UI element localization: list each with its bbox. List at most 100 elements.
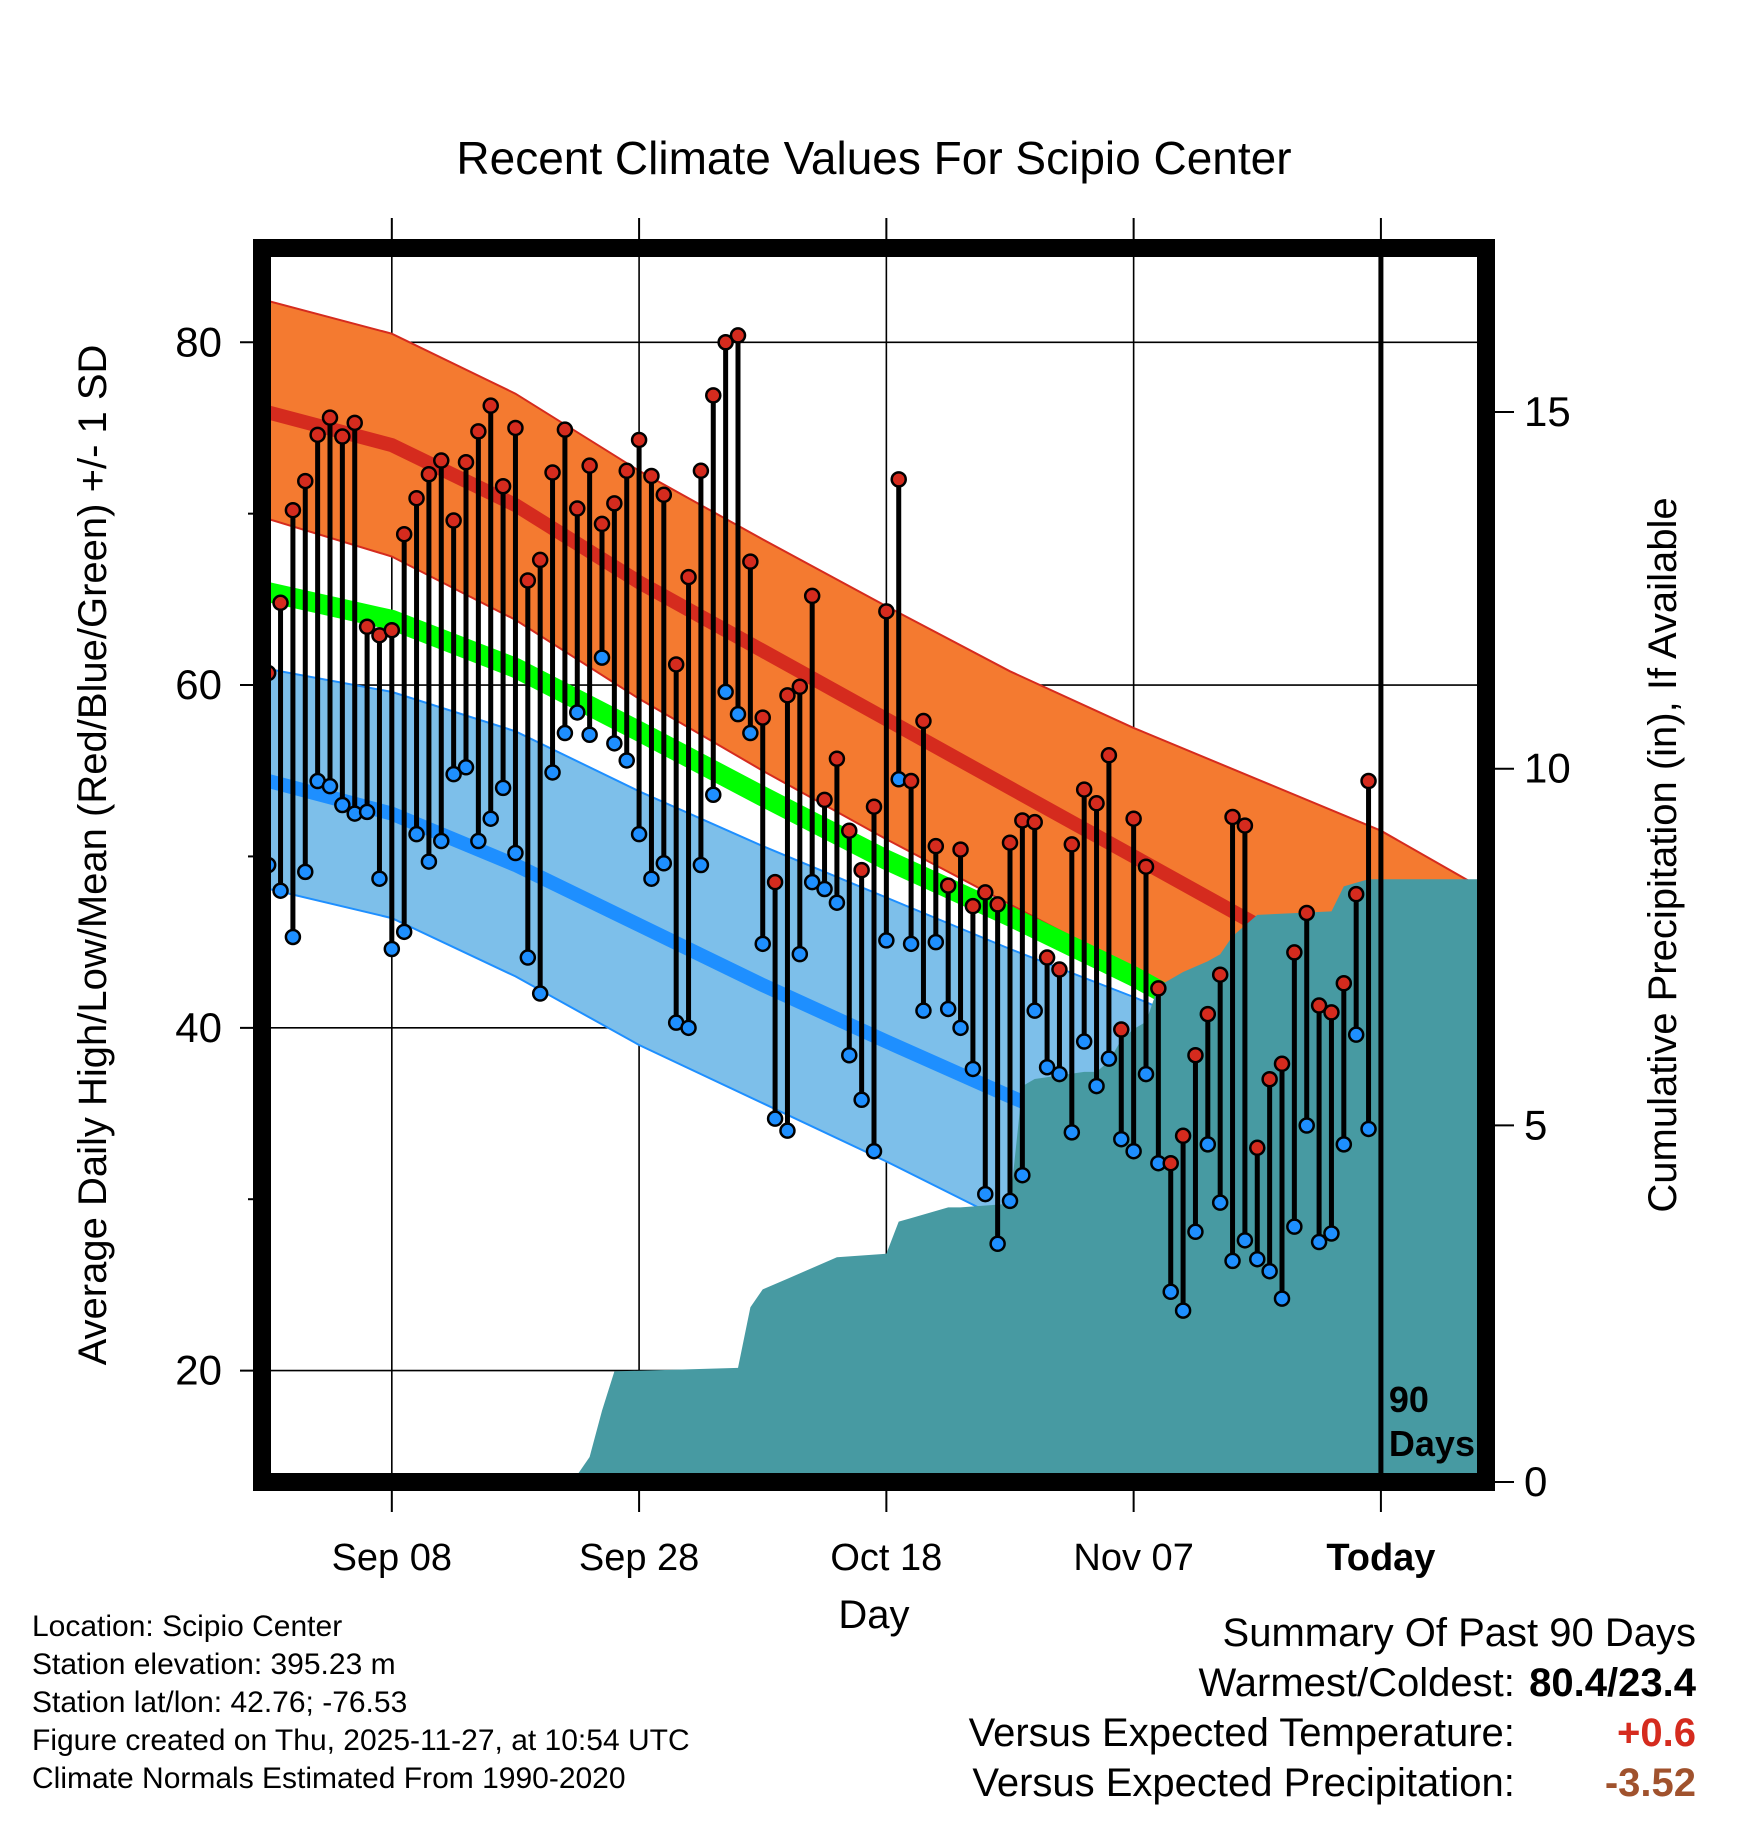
daily-high-dot [1261,1070,1278,1088]
daily-high-dot [1298,904,1315,922]
daily-high-dot [284,501,302,519]
daily-low-dot [569,704,586,721]
daily-low-dot [395,923,413,941]
daily-high-dot [569,500,586,517]
daily-low-dot [556,724,574,742]
daily-high-dot [1236,817,1254,834]
daily-low-dot [1261,1262,1278,1280]
temp-row: Versus Expected Temperature: +0.6 [969,1708,1696,1758]
daily-high-dot [606,495,623,512]
daily-high-dot [692,462,710,480]
daily-high-dot [1347,885,1365,903]
daily-high-dot [1323,1004,1340,1021]
y2-tick-label: 5 [1524,1101,1547,1148]
y-axis-label: Average Daily High/Low/Mean (Red/Blue/Gr… [71,345,115,1366]
daily-low-dot [692,856,710,874]
daily-high-dot [420,465,438,483]
daily-low-dot [729,705,747,723]
daily-high-dot [272,594,289,612]
daily-high-dot [457,453,475,471]
daily-low-dot [655,855,673,872]
x-tick-label: Sep 28 [579,1537,699,1579]
daily-low-dot [754,935,771,953]
daily-low-dot [1026,1002,1043,1019]
daily-low-dot [1236,1232,1254,1249]
daily-high-dot [1310,997,1328,1014]
daily-low-dot [1075,1033,1093,1050]
daily-low-dot [989,1235,1006,1253]
y-tick-label: 80 [175,318,222,365]
daily-low-dot [791,945,809,963]
summary-title: Summary Of Past 90 Days [1222,1611,1696,1655]
daily-low-dot [383,940,401,958]
daily-high-dot [977,884,994,901]
daily-low-dot [272,882,289,899]
daily-low-dot [1038,1058,1056,1076]
warmest-label: Warmest/Coldest: [1198,1661,1515,1705]
daily-low-dot [1137,1065,1155,1083]
daily-low-dot [1199,1136,1217,1153]
daily-high-dot [1273,1055,1291,1073]
daily-low-dot [321,777,339,795]
daily-low-dot [841,1046,858,1064]
daily-low-dot [457,759,475,776]
daily-low-dot [1323,1225,1340,1242]
daily-high-dot [433,452,450,469]
daily-low-dot [1063,1124,1081,1141]
daily-low-dot [581,726,598,743]
daily-low-dot [1347,1026,1365,1043]
daily-high-dot [309,426,326,444]
daily-low-dot [445,765,462,783]
daily-low-dot [1113,1130,1130,1148]
y-axis: 80 60 40 20 [175,318,262,1394]
daily-low-dot [531,985,549,1002]
daily-high-dot [939,877,957,894]
y-tick-label: 20 [175,1347,222,1394]
elevation-text: Station elevation: 395.23 m [32,1648,396,1681]
daily-high-dot [630,431,648,449]
daily-high-dot [915,712,932,730]
daily-low-dot [420,853,438,870]
daily-low-dot [939,1000,957,1018]
daily-high-dot [1038,949,1056,966]
y2-tick-label: 0 [1524,1458,1547,1505]
daily-low-dot [371,870,388,887]
daily-high-dot [667,656,685,673]
daily-low-dot [680,1019,697,1037]
daily-low-dot [977,1185,994,1203]
daily-high-dot [494,477,512,495]
location-text: Location: Scipio Center [32,1610,343,1643]
daily-low-dot [1298,1117,1315,1134]
daily-low-dot [1273,1290,1291,1307]
daily-high-dot [816,791,833,809]
daily-high-dot [717,334,734,351]
x-axis: Sep 08 Sep 28 Oct 18 Nov 07 Today [332,218,1435,1579]
daily-high-dot [754,709,771,726]
daily-high-dot [531,551,549,569]
daily-high-dot [803,587,821,605]
temp-label: Versus Expected Temperature: [968,1711,1515,1755]
summary-panel: Summary Of Past 90 Days Warmest/Coldest:… [969,1608,1696,1808]
y2-axis-label: Cumulative Precipitation (in), If Availa… [1641,497,1685,1212]
created-text: Figure created on Thu, 2025-11-27, at 10… [32,1724,690,1757]
daily-high-dot [1150,980,1167,997]
daily-high-dot [1249,1139,1266,1157]
daily-low-dot [1125,1142,1142,1160]
daily-low-dot [816,880,833,898]
daily-high-dot [1187,1046,1204,1064]
daily-high-dot [1199,1005,1217,1023]
daily-high-dot [544,464,561,481]
daily-high-dot [890,471,907,488]
daily-low-dot [358,803,376,821]
precip-label: Versus Expected Precipitation: [972,1761,1515,1805]
daily-high-dot [1360,772,1377,790]
daily-high-dot [964,897,982,915]
y2-axis: 15 10 5 0 [1486,388,1571,1505]
daily-high-dot [581,457,598,474]
daily-low-dot [1335,1136,1353,1153]
daily-low-dot [593,649,611,666]
daily-high-dot [321,409,339,426]
daily-high-dot [1026,813,1043,831]
daily-high-dot [1162,1154,1179,1172]
daily-low-dot [1211,1194,1229,1211]
